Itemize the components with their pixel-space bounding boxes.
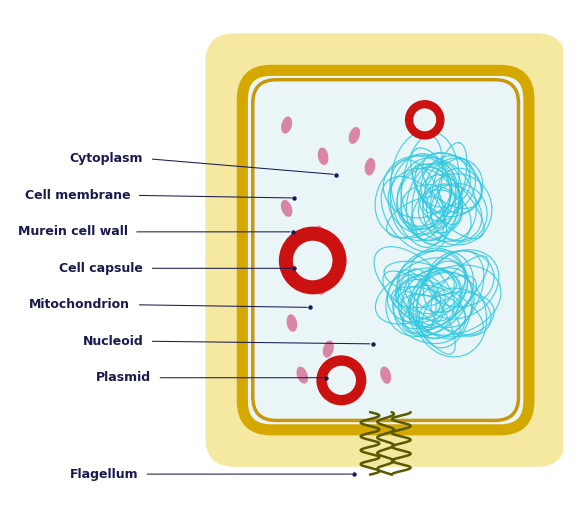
Text: Murein cell wall: Murein cell wall <box>18 226 128 238</box>
Ellipse shape <box>327 366 356 395</box>
Text: Flagellum: Flagellum <box>69 468 138 480</box>
Ellipse shape <box>313 226 323 243</box>
Ellipse shape <box>318 147 329 165</box>
Ellipse shape <box>296 367 308 383</box>
Ellipse shape <box>286 252 298 269</box>
Ellipse shape <box>323 340 334 358</box>
Ellipse shape <box>349 127 360 144</box>
Ellipse shape <box>286 314 297 332</box>
Ellipse shape <box>316 355 366 405</box>
Ellipse shape <box>279 227 346 294</box>
Text: Cell membrane: Cell membrane <box>25 189 131 202</box>
Text: Nucleoid: Nucleoid <box>83 335 143 348</box>
Text: Cell capsule: Cell capsule <box>59 262 143 275</box>
Ellipse shape <box>281 116 292 134</box>
FancyBboxPatch shape <box>205 33 566 467</box>
Ellipse shape <box>413 108 436 131</box>
Ellipse shape <box>380 366 391 384</box>
Ellipse shape <box>293 241 332 280</box>
Text: Mitochondrion: Mitochondrion <box>29 299 131 311</box>
Ellipse shape <box>405 100 445 140</box>
FancyBboxPatch shape <box>242 70 529 430</box>
Text: Plasmid: Plasmid <box>96 371 151 384</box>
Ellipse shape <box>281 200 292 217</box>
Text: Cytoplasm: Cytoplasm <box>70 153 143 165</box>
Ellipse shape <box>317 278 329 295</box>
Ellipse shape <box>365 158 375 176</box>
